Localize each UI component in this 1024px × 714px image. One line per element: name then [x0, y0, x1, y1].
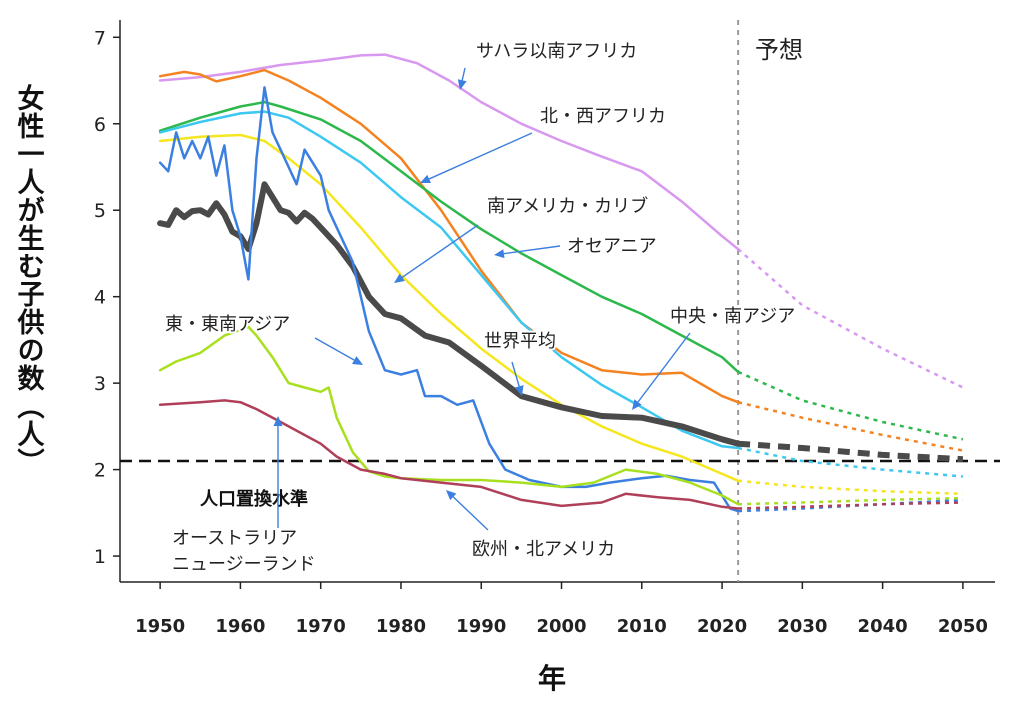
- series-6: [158, 86, 963, 513]
- annotation-arrow: [503, 245, 561, 255]
- annotation-label: 南アメリカ・カリブ: [487, 195, 648, 217]
- x-tick-label: 1960: [215, 616, 265, 637]
- y-axis-label: 女性一人が生む子供の数（人）: [12, 84, 44, 476]
- x-tick-label: 1990: [456, 616, 506, 637]
- y-tick-label: 3: [94, 373, 106, 395]
- series-line: [158, 110, 740, 450]
- y-tick-label: 7: [94, 27, 106, 49]
- annotation-label: 北・西アフリカ: [540, 106, 666, 127]
- x-tick-label: 2030: [777, 616, 827, 637]
- y-tick-label: 6: [94, 114, 106, 136]
- x-tick-label: 1980: [376, 616, 426, 637]
- annotation-arrow: [401, 224, 479, 278]
- x-tick-label: 2000: [536, 616, 586, 637]
- series-projection-line: [738, 501, 963, 510]
- series-line: [158, 325, 740, 506]
- annotation-arrowhead: [446, 490, 457, 501]
- annotation-arrowhead: [273, 416, 283, 426]
- series-8: [158, 399, 963, 510]
- annotation-label: 欧州・北アメリカ: [472, 539, 615, 560]
- annotation-arrow: [452, 496, 489, 531]
- x-tick-label: 1970: [296, 616, 346, 637]
- series-7: [158, 325, 963, 506]
- series-projection-line: [737, 370, 964, 441]
- annotation-arrowhead: [352, 356, 363, 365]
- series-5: [157, 181, 964, 463]
- annotation-label: ニュージーランド: [172, 554, 316, 575]
- series-projection-line: [737, 400, 964, 452]
- annotation-layer: 人口置換水準 サハラ以南アフリカ北・西アフリカ南アメリカ・カリブオセアニア中央・南…: [163, 39, 797, 577]
- x-axis-label: 年: [538, 662, 566, 695]
- y-tick-label: 4: [94, 287, 106, 309]
- series-line: [158, 133, 740, 483]
- axes: 1 2 3 4 5 6 7 1950 1960 1970 1980 1990 2000 2010 2020 2…: [94, 20, 1000, 695]
- series-layer: [157, 53, 964, 513]
- series-projection-line: [737, 440, 964, 463]
- annotation-label: オセアニア: [567, 236, 657, 257]
- series-4: [158, 133, 963, 496]
- annotation-label: オーストラリア: [172, 528, 297, 549]
- annotation-arrowhead: [394, 273, 405, 283]
- annotation-arrowhead: [457, 79, 467, 90]
- x-tick-label: 2020: [697, 616, 747, 637]
- series-line: [158, 100, 740, 374]
- projection-label: 予想: [755, 36, 803, 64]
- x-tick-label: 2040: [858, 616, 908, 637]
- annotation-label: 中央・南アジア: [670, 306, 795, 327]
- series-1: [158, 68, 964, 452]
- annotation-arrowhead: [514, 385, 524, 396]
- annotation-arrowhead: [494, 249, 505, 259]
- series-3: [158, 110, 964, 478]
- replacement-level-label: 人口置換水準: [200, 488, 308, 510]
- series-line: [157, 181, 742, 447]
- annotation-arrowhead: [420, 174, 431, 184]
- annotation-arrow: [461, 67, 466, 81]
- series-2: [158, 100, 964, 441]
- annotation-arrowhead: [632, 399, 642, 410]
- annotation-label: 世界平均: [484, 331, 556, 352]
- y-tick-label: 5: [94, 200, 106, 222]
- series-line: [158, 86, 740, 513]
- annotation-arrow: [637, 332, 691, 403]
- x-tick-label: 1950: [135, 616, 185, 637]
- annotation-arrow: [428, 132, 533, 180]
- series-projection-line: [737, 479, 963, 496]
- annotation-label: 東・東南アジア: [165, 314, 290, 335]
- series-line: [158, 68, 740, 404]
- annotation-arrow: [314, 337, 355, 361]
- annotation-label: サハラ以南アフリカ: [476, 41, 637, 62]
- x-tick-label: 2050: [938, 616, 988, 637]
- series-projection-line: [738, 498, 963, 513]
- series-0: [158, 53, 964, 389]
- annotation-arrow: [511, 361, 520, 387]
- y-tick-label: 1: [94, 546, 106, 568]
- series-line: [158, 399, 740, 510]
- y-tick-label: 2: [94, 460, 106, 482]
- series-projection-line: [737, 446, 964, 478]
- x-tick-label: 2010: [617, 616, 667, 637]
- series-line: [158, 53, 740, 251]
